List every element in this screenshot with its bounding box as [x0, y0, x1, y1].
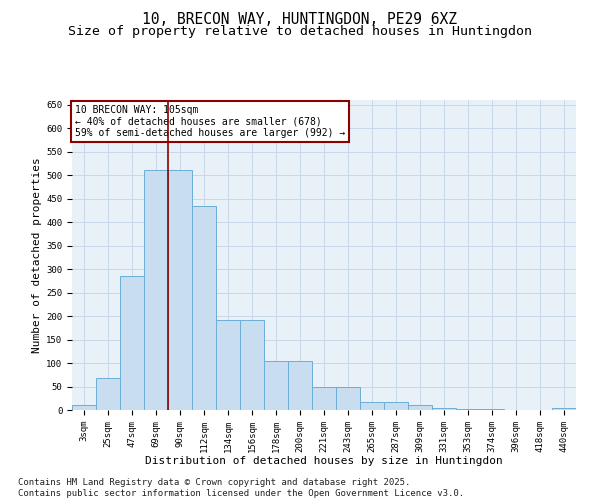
- Bar: [432, 408, 456, 410]
- Bar: [456, 409, 480, 410]
- Bar: [552, 408, 576, 410]
- Text: Size of property relative to detached houses in Huntingdon: Size of property relative to detached ho…: [68, 25, 532, 38]
- Bar: [312, 386, 336, 410]
- Bar: [480, 409, 504, 410]
- Bar: [192, 206, 216, 410]
- Bar: [144, 170, 168, 410]
- X-axis label: Distribution of detached houses by size in Huntingdon: Distribution of detached houses by size …: [145, 456, 503, 466]
- Bar: [408, 406, 432, 410]
- Y-axis label: Number of detached properties: Number of detached properties: [32, 157, 42, 353]
- Text: 10 BRECON WAY: 105sqm
← 40% of detached houses are smaller (678)
59% of semi-det: 10 BRECON WAY: 105sqm ← 40% of detached …: [74, 104, 345, 138]
- Bar: [96, 378, 120, 410]
- Bar: [120, 276, 144, 410]
- Text: Contains HM Land Registry data © Crown copyright and database right 2025.
Contai: Contains HM Land Registry data © Crown c…: [18, 478, 464, 498]
- Bar: [168, 170, 192, 410]
- Bar: [384, 402, 408, 410]
- Bar: [72, 406, 96, 410]
- Bar: [336, 386, 360, 410]
- Bar: [240, 320, 264, 410]
- Bar: [264, 360, 288, 410]
- Text: 10, BRECON WAY, HUNTINGDON, PE29 6XZ: 10, BRECON WAY, HUNTINGDON, PE29 6XZ: [143, 12, 458, 28]
- Bar: [216, 320, 240, 410]
- Bar: [360, 402, 384, 410]
- Bar: [288, 360, 312, 410]
